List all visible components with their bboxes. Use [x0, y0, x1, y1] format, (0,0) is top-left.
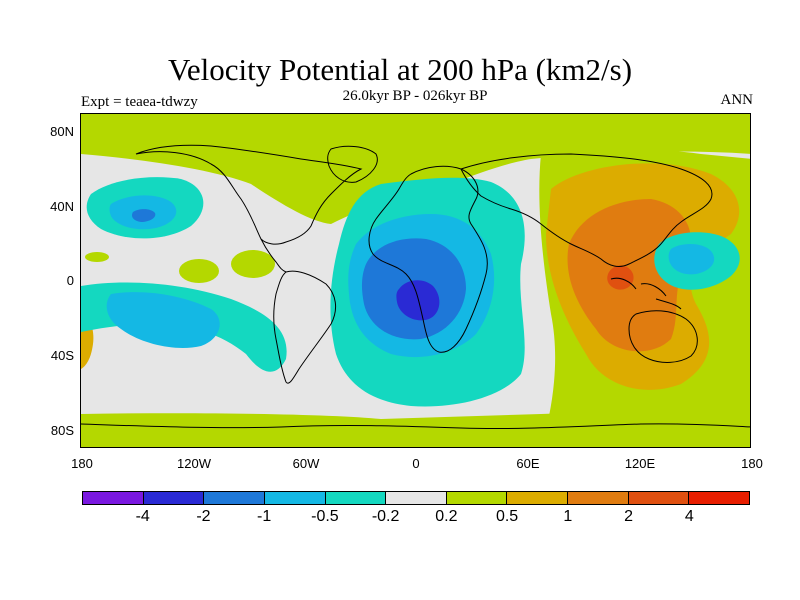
map-panel [80, 113, 751, 448]
contour-slight-positive-patch-c [85, 252, 109, 262]
colorbar-swatch-6 [446, 492, 508, 504]
lon-tick-0: 0 [412, 456, 420, 471]
colorbar-label-5: 0.2 [435, 508, 458, 525]
contour-weak-negative-wpacific [668, 243, 715, 275]
coastlines [81, 144, 750, 430]
contour-slight-positive-patch-a [231, 250, 275, 278]
map-title: Velocity Potential at 200 hPa (km2/s) [167, 52, 633, 87]
contour-slight-positive-patch-b [179, 259, 219, 283]
lat-tick-40s: 40S [50, 348, 74, 363]
colorbar-label-8: 2 [624, 508, 633, 525]
colorbar-label-3: -0.5 [311, 508, 339, 525]
colorbar-swatch-8 [568, 492, 629, 504]
coastline-indonesia [610, 277, 682, 310]
lon-tick-120e: 120E [624, 456, 656, 471]
contour-fields [81, 114, 750, 447]
lon-tick-60e: 60E [516, 456, 540, 471]
colorbar-label-1: -2 [196, 508, 211, 525]
coastline-greenland [327, 145, 378, 183]
colorbar-label-6: 0.5 [495, 508, 519, 525]
contour-strong-positive [607, 265, 634, 290]
season-label: ANN [720, 92, 754, 108]
coastline-south-america [273, 270, 337, 384]
colorbar-label-4: -0.2 [371, 508, 400, 525]
lon-tick-180w: 180 [71, 456, 93, 471]
contour-slight-positive-north [81, 114, 750, 224]
colorbar-swatch-2 [204, 492, 265, 504]
map-subtitle: 26.0kyr BP - 026kyr BP [342, 88, 488, 104]
colorbar [82, 491, 750, 505]
experiment-label: Expt = teaea-tdwzy [81, 94, 198, 110]
contour-weak-negative-spacific [106, 292, 220, 349]
contour-slight-positive-south [81, 412, 750, 447]
lon-tick-60w: 60W [292, 456, 320, 471]
coastline-europe-africa [368, 165, 488, 353]
lat-tick-80s: 80S [50, 423, 74, 438]
colorbar-swatch-4 [325, 492, 387, 504]
colorbar-swatch-1 [143, 492, 205, 504]
lat-tick-80n: 80N [50, 124, 74, 139]
lon-tick-120w: 120W [177, 456, 211, 471]
coastline-north-america [135, 144, 363, 245]
coastline-australia [628, 310, 698, 363]
lat-tick-40n: 40N [50, 199, 74, 214]
colorbar-swatch-0 [83, 492, 144, 504]
colorbar-swatch-10 [689, 492, 750, 504]
colorbar-swatch-9 [628, 492, 690, 504]
coastline-asia [460, 153, 713, 267]
colorbar-swatch-7 [507, 492, 569, 504]
colorbar-label-2: -1 [257, 508, 272, 525]
lat-tick-0: 0 [66, 273, 74, 288]
contour-strong-negative [396, 280, 440, 321]
colorbar-label-0: -4 [135, 508, 150, 525]
contour-negative-npacific [131, 209, 156, 222]
map-svg [81, 114, 750, 447]
colorbar-label-9: 4 [684, 508, 694, 525]
coastline-central-america [260, 238, 287, 273]
colorbar-swatch-3 [264, 492, 326, 504]
colorbar-label-7: 1 [563, 508, 573, 525]
lon-tick-180e: 180 [741, 456, 763, 471]
coastline-antarctica [81, 423, 750, 430]
colorbar-swatch-5 [386, 492, 447, 504]
